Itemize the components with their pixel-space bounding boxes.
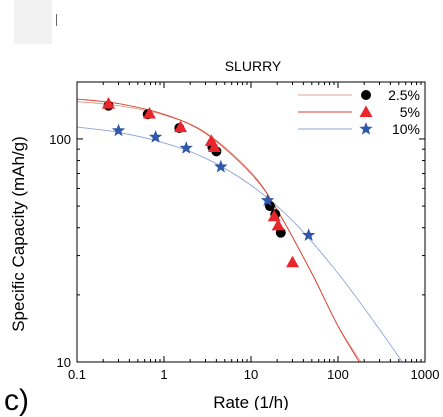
data-point-triangle	[207, 140, 221, 153]
fit-line	[77, 101, 362, 362]
corner-mark	[56, 14, 57, 26]
data-point-star	[260, 193, 275, 207]
data-point-circle	[264, 201, 275, 212]
y-axis-title: Specific Capacity (mAh/g)	[9, 136, 28, 332]
corner-placeholder	[14, 0, 52, 44]
data-point-triangle	[174, 120, 188, 133]
x-tick-label: 0.1	[68, 367, 86, 382]
data-point-star	[179, 141, 193, 154]
legend-marker-star	[359, 122, 373, 135]
legend-marker-circle	[361, 90, 371, 100]
data-points	[101, 97, 316, 268]
data-point-triangle	[286, 255, 300, 268]
y-tick-label: 10	[57, 355, 71, 370]
fit-lines	[77, 98, 403, 362]
x-tick-label: 1000	[411, 367, 440, 382]
x-tick-label: 10	[244, 367, 258, 382]
fit-line	[77, 126, 403, 362]
x-tick-label: 1	[160, 367, 167, 382]
data-point-star	[111, 123, 126, 137]
data-point-triangle	[271, 218, 285, 231]
data-point-triangle	[267, 209, 281, 222]
legend: 2.5%5%10%	[298, 87, 420, 137]
data-point-triangle	[142, 107, 156, 119]
axis-ticks: 0.1 1 10 100 1000 10 100	[49, 82, 439, 382]
y-tick-label: 100	[49, 132, 71, 147]
data-point-triangle	[101, 97, 115, 109]
legend-label: 5%	[400, 104, 420, 120]
x-axis-title: Rate (1/h)	[213, 393, 289, 410]
legend-marker-triangle	[359, 105, 373, 117]
data-point-star	[302, 228, 316, 241]
legend-label: 10%	[392, 121, 420, 137]
x-tick-label: 100	[327, 367, 349, 382]
panel-label: c)	[4, 384, 29, 417]
legend-label: 2.5%	[388, 87, 420, 103]
chart-title: SLURRY	[225, 58, 282, 74]
data-point-star	[148, 130, 163, 143]
fit-line	[77, 98, 360, 362]
data-point-star	[214, 159, 228, 173]
